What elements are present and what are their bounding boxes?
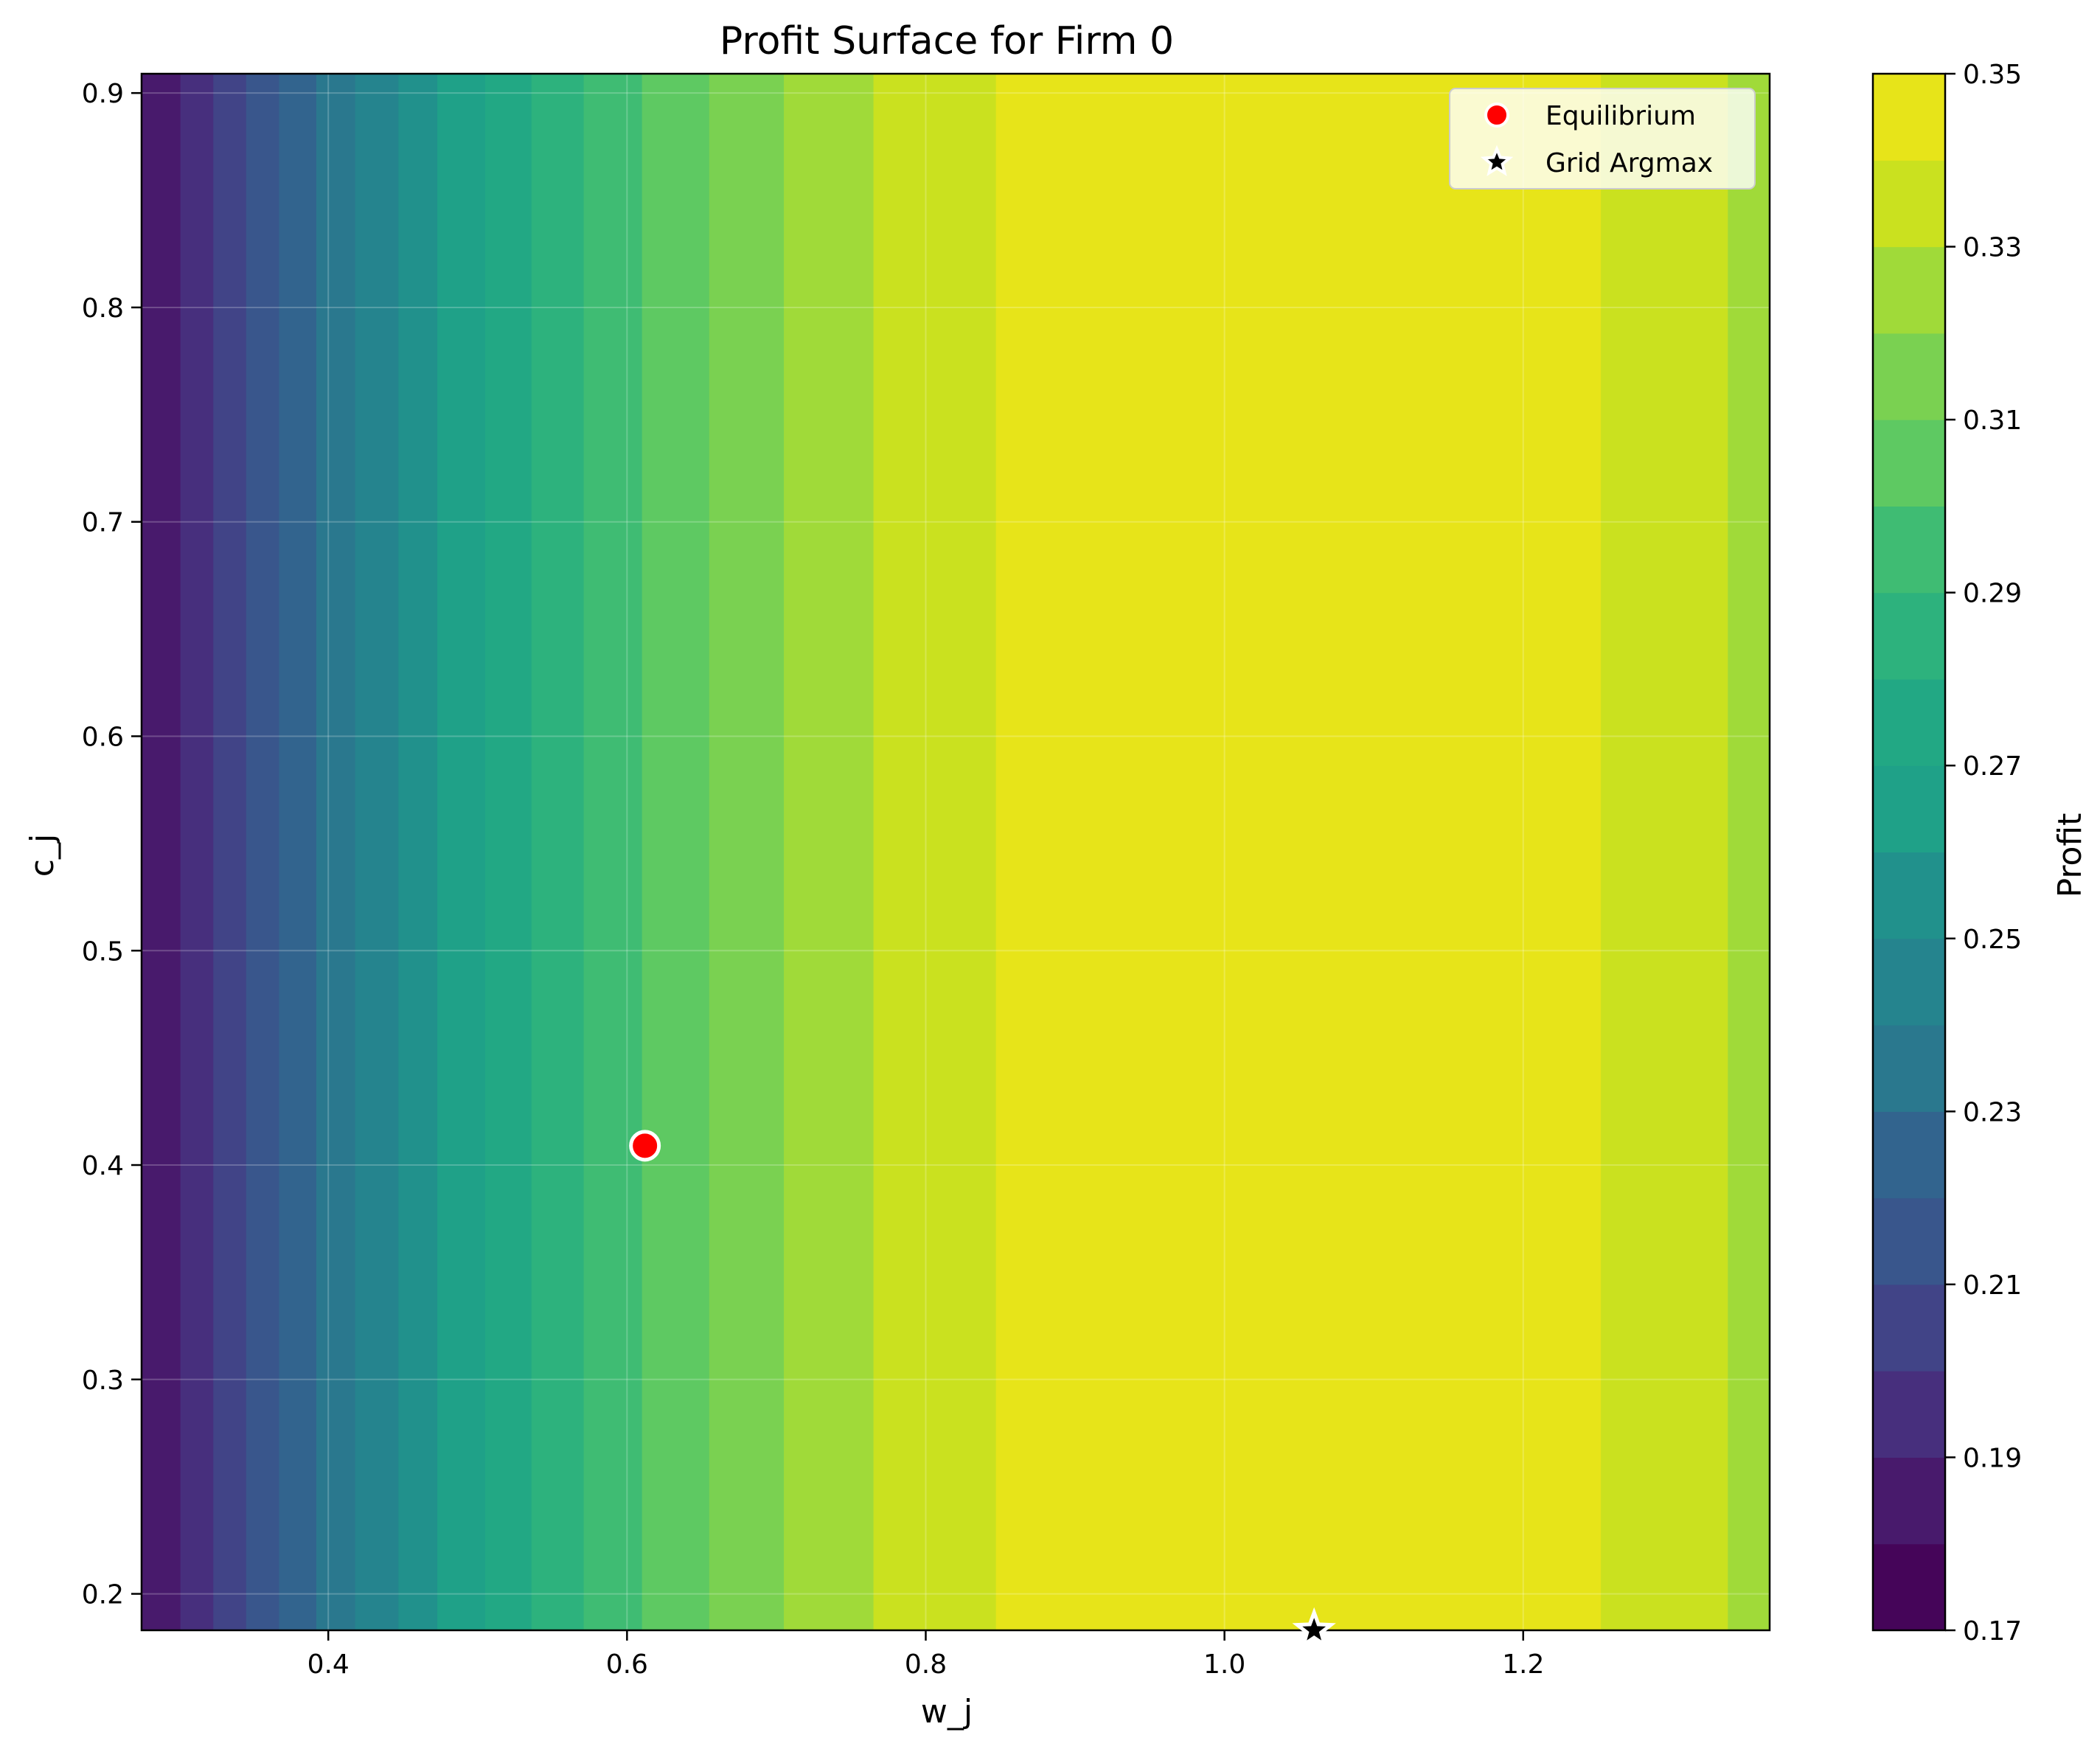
contour-band bbox=[784, 74, 875, 1630]
grid-lines bbox=[142, 74, 1770, 1630]
y-tick-label: 0.6 bbox=[82, 722, 124, 752]
x-tick-label: 0.6 bbox=[606, 1649, 648, 1680]
colorbar-tick-label: 0.33 bbox=[1963, 233, 2022, 263]
colorbar-tick-label: 0.19 bbox=[1963, 1443, 2022, 1473]
colorbar-segment bbox=[1873, 333, 1945, 420]
colorbar-segment bbox=[1873, 1543, 1945, 1631]
colorbar-segment bbox=[1873, 246, 1945, 334]
colorbar-segment bbox=[1873, 1371, 1945, 1458]
grid-argmax-point bbox=[1292, 1607, 1336, 1649]
contour-band bbox=[1601, 74, 1728, 1630]
contour-band bbox=[583, 74, 643, 1630]
x-tick-label: 0.8 bbox=[905, 1649, 947, 1680]
y-tick-label: 0.7 bbox=[82, 508, 124, 538]
colorbar-tick-label: 0.23 bbox=[1963, 1097, 2022, 1127]
y-tick-label: 0.9 bbox=[82, 79, 124, 109]
contour-band bbox=[995, 74, 1602, 1630]
legend-entry-label: Equilibrium bbox=[1546, 101, 1696, 131]
colorbar-segment bbox=[1873, 1197, 1945, 1285]
x-tick-label: 1.0 bbox=[1203, 1649, 1245, 1680]
y-tick-label: 0.3 bbox=[82, 1366, 124, 1396]
contour-band bbox=[246, 74, 279, 1630]
y-tick-label: 0.5 bbox=[82, 936, 124, 967]
contour-band bbox=[213, 74, 247, 1630]
contour-band bbox=[484, 74, 532, 1630]
legend: Equilibrium Grid Argmax bbox=[1449, 88, 1756, 189]
equilibrium-point bbox=[629, 1130, 661, 1162]
colorbar-segment bbox=[1873, 160, 1945, 248]
colorbar-tick-label: 0.35 bbox=[1963, 60, 2022, 90]
colorbar-segment bbox=[1873, 938, 1945, 1026]
colorbar-segment bbox=[1873, 765, 1945, 853]
y-tick-label: 0.2 bbox=[82, 1580, 124, 1610]
colorbar-segment bbox=[1873, 420, 1945, 507]
legend-star-icon bbox=[1480, 145, 1514, 176]
x-tick-label: 0.4 bbox=[307, 1649, 350, 1680]
y-tick-label: 0.8 bbox=[82, 293, 124, 324]
legend-entry-label: Grid Argmax bbox=[1546, 148, 1713, 178]
contour-band bbox=[355, 74, 400, 1630]
x-axis-label: w_j bbox=[921, 1693, 973, 1731]
colorbar-segment bbox=[1873, 506, 1945, 594]
data-points bbox=[629, 1130, 1336, 1649]
colorbar-segment bbox=[1873, 852, 1945, 939]
colorbar-tick-label: 0.27 bbox=[1963, 751, 2022, 782]
colorbar-label: Profit bbox=[2051, 813, 2089, 898]
legend-box bbox=[1449, 88, 1756, 189]
x-tick-label: 1.2 bbox=[1502, 1649, 1544, 1680]
contour-band bbox=[180, 74, 214, 1630]
contour-band bbox=[1728, 74, 1770, 1630]
contour-bands bbox=[142, 74, 1770, 1630]
colorbar-tick-label: 0.31 bbox=[1963, 406, 2022, 436]
contour-band bbox=[531, 74, 585, 1630]
plot-border bbox=[140, 72, 1771, 1632]
colorbar: 0.17 0.19 0.21 0.23 0.25 0.27 0.29 0.31 0.33 0.35 bbox=[1871, 60, 2022, 1647]
chart-title: Profit Surface for Firm 0 bbox=[720, 19, 1174, 63]
contour-band bbox=[709, 74, 785, 1630]
contour-band bbox=[142, 74, 181, 1630]
contour-band bbox=[437, 74, 486, 1630]
colorbar-tick-label: 0.17 bbox=[1963, 1616, 2022, 1647]
colorbar-border bbox=[1871, 72, 1947, 1632]
colorbar-segment bbox=[1873, 1457, 1945, 1545]
colorbar-segment bbox=[1873, 1025, 1945, 1112]
colorbar-segment bbox=[1873, 592, 1945, 680]
colorbar-tick-label: 0.29 bbox=[1963, 579, 2022, 609]
colorbar-segment bbox=[1873, 1284, 1945, 1371]
contour-band bbox=[279, 74, 317, 1630]
colorbar-segment bbox=[1873, 678, 1945, 766]
contour-band bbox=[642, 74, 710, 1630]
colorbar-segment bbox=[1873, 1111, 1945, 1199]
contour-band bbox=[398, 74, 438, 1630]
plot-frame bbox=[140, 72, 1771, 1632]
colorbar-segment bbox=[1873, 74, 1945, 161]
legend-circle-icon bbox=[1484, 102, 1509, 128]
colorbar-tick-label: 0.25 bbox=[1963, 925, 2022, 955]
contour-band bbox=[316, 74, 356, 1630]
y-tick-label: 0.4 bbox=[82, 1151, 124, 1181]
colorbar-tick-label: 0.21 bbox=[1963, 1270, 2022, 1301]
axis-ticks: 0.4 0.6 0.8 1.0 1.2 0.2 0.3 0.4 0.5 0.6 0.7 0.8 0.9 bbox=[82, 79, 1545, 1680]
y-axis-label: c_j bbox=[24, 834, 61, 877]
contour-band bbox=[873, 74, 997, 1630]
